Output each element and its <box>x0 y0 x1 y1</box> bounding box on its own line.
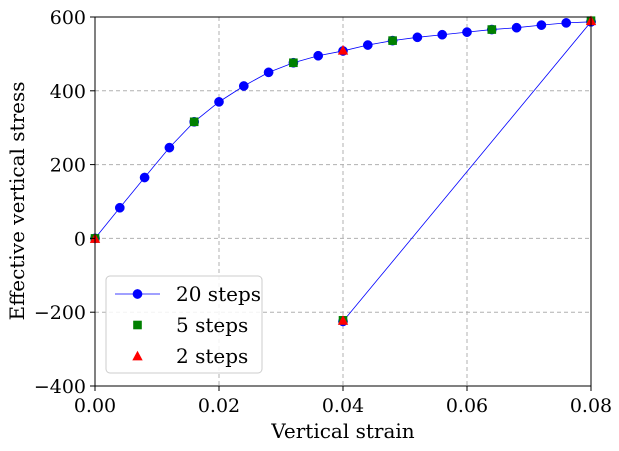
legend-label: 5 steps <box>176 313 248 337</box>
legend-marker <box>133 320 142 330</box>
data-point-20-steps <box>561 18 572 28</box>
data-point-20-steps <box>412 32 423 43</box>
data-point-20-steps <box>238 81 249 91</box>
legend-entry-5-steps: 5 steps <box>133 313 248 337</box>
data-point-2-steps <box>337 315 349 325</box>
data-point-20-steps <box>139 172 150 183</box>
data-point-20-steps <box>313 50 324 61</box>
axis-ticks: 0.00 0.02 0.04 0.06 0.08 −400 −200 0 200 400 600 <box>34 7 612 417</box>
y-tick-label: 0 <box>74 228 86 250</box>
x-tick-label: 0.00 <box>74 395 116 417</box>
data-point-20-steps <box>511 22 522 33</box>
plot-area <box>89 15 597 327</box>
data-point-20-steps <box>164 142 175 153</box>
y-tick-label: 200 <box>50 155 86 177</box>
x-tick-label: 0.08 <box>570 395 612 417</box>
data-point-5-steps <box>189 117 199 127</box>
data-point-2-steps <box>337 45 349 55</box>
data-point-20-steps <box>536 20 547 30</box>
legend-marker <box>132 289 143 299</box>
x-tick-label: 0.06 <box>446 395 488 417</box>
legend-label: 20 steps <box>176 282 261 306</box>
x-tick-label: 0.02 <box>198 395 240 417</box>
legend-marker <box>132 350 143 361</box>
data-point-5-steps <box>487 25 497 34</box>
data-point-5-steps <box>388 36 397 45</box>
legend: 20 steps 5 steps 2 steps <box>105 275 263 374</box>
x-tick-label: 0.04 <box>322 395 364 417</box>
legend-label: 2 steps <box>176 344 248 368</box>
y-tick-label: 400 <box>50 81 86 103</box>
y-axis-label: Effective vertical stress <box>5 81 29 320</box>
legend-box <box>105 275 263 374</box>
data-point-20-steps <box>437 29 448 40</box>
y-tick-label: 600 <box>50 7 86 29</box>
y-tick-label: −200 <box>34 302 86 324</box>
grid <box>95 17 591 386</box>
data-point-20-steps <box>362 40 373 50</box>
data-point-20-steps <box>462 27 472 37</box>
legend-entry-20-steps: 20 steps <box>115 282 261 306</box>
data-point-5-steps <box>289 58 298 68</box>
data-point-20-steps <box>263 67 274 78</box>
x-axis-label: Vertical strain <box>270 419 414 443</box>
data-point-20-steps <box>114 202 125 213</box>
data-point-20-steps <box>214 97 224 107</box>
legend-entry-2-steps: 2 steps <box>132 344 248 368</box>
y-tick-label: −400 <box>34 376 86 398</box>
